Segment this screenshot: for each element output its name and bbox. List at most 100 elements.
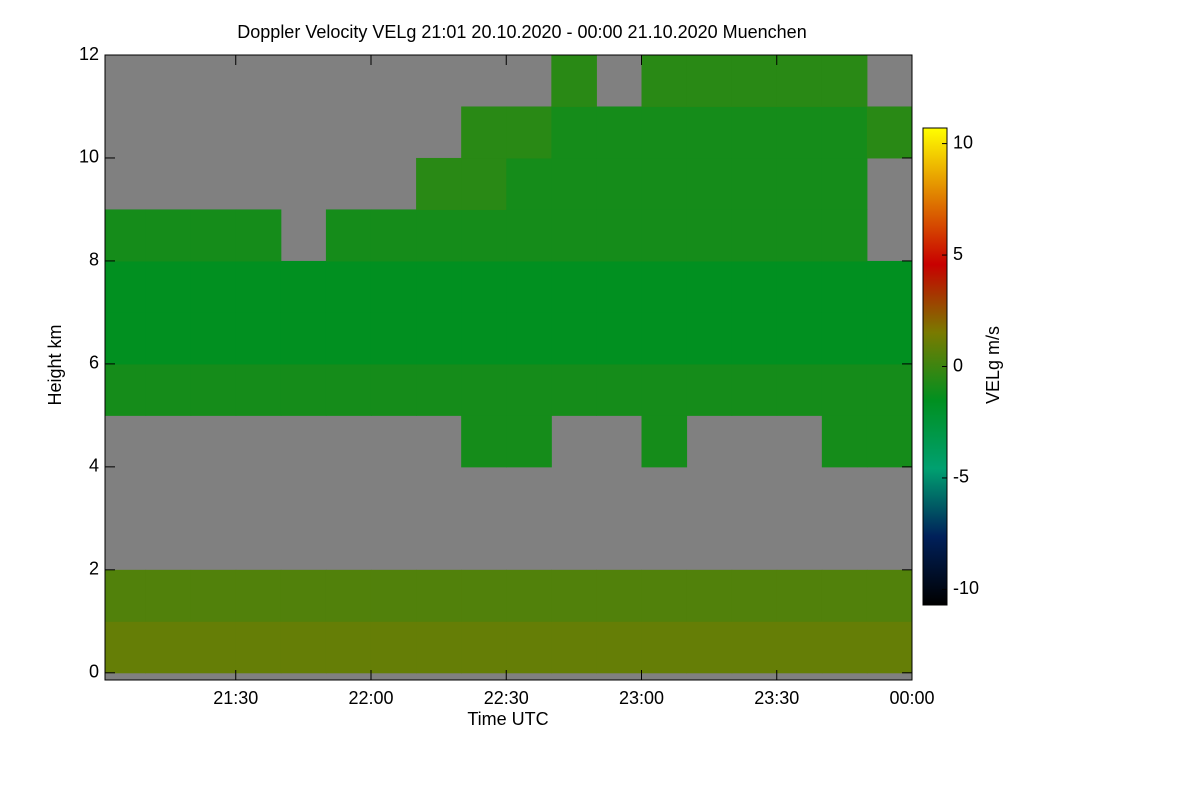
y-axis-label: Height km	[45, 324, 65, 405]
heatmap-cell	[686, 209, 733, 262]
heatmap-cell	[461, 569, 507, 622]
heatmap-cell	[461, 157, 507, 210]
heatmap-cell	[506, 106, 552, 159]
y-tick-label: 12	[79, 44, 99, 64]
heatmap-cell	[370, 312, 417, 365]
heatmap-cell	[370, 363, 417, 416]
heatmap-cell	[461, 363, 507, 416]
heatmap-cell	[776, 260, 823, 313]
heatmap-cell	[280, 312, 327, 365]
heatmap-cell	[370, 260, 417, 313]
heatmap-cell	[105, 312, 147, 365]
heatmap-cell	[641, 312, 688, 365]
heatmap-cell	[190, 312, 237, 365]
heatmap-cell	[641, 157, 688, 210]
heatmap-cell	[686, 569, 733, 622]
colorbar-tick-label: -10	[953, 578, 979, 598]
heatmap-cell	[596, 157, 642, 210]
heatmap-cell	[866, 363, 913, 416]
x-tick-label: 22:30	[484, 688, 529, 708]
y-tick-label: 8	[89, 250, 99, 270]
heatmap-cell	[776, 363, 823, 416]
heatmap-cell	[731, 569, 778, 622]
x-tick-label: 23:00	[619, 688, 664, 708]
heatmap-cell	[551, 209, 597, 262]
heatmap-cell	[190, 569, 237, 622]
heatmap-cell	[551, 569, 597, 622]
y-tick-label: 0	[89, 662, 99, 682]
heatmap-cell	[776, 55, 823, 107]
heatmap-cell	[551, 106, 597, 159]
heatmap-cell	[596, 106, 642, 159]
colorbar-label: VELg m/s	[983, 326, 1003, 404]
heatmap-cell	[821, 209, 868, 262]
heatmap-cell	[105, 621, 147, 674]
y-tick-label: 4	[89, 456, 99, 476]
heatmap-cell	[686, 106, 733, 159]
heatmap-cell	[416, 621, 462, 674]
heatmap-cell	[235, 621, 282, 674]
x-tick-label: 22:00	[348, 688, 393, 708]
heatmap-cell	[821, 106, 868, 159]
heatmap-cell	[506, 312, 552, 365]
heatmap-cell	[821, 569, 868, 622]
heatmap-cell	[776, 569, 823, 622]
heatmap-cell	[641, 363, 688, 416]
heatmap-cell	[731, 621, 778, 674]
chart-title: Doppler Velocity VELg 21:01 20.10.2020 -…	[237, 22, 806, 42]
heatmap-cell	[461, 209, 507, 262]
heatmap-cell	[731, 260, 778, 313]
heatmap-cell	[596, 260, 642, 313]
heatmap-cell	[641, 569, 688, 622]
heatmap-cell	[641, 209, 688, 262]
heatmap-cell	[190, 209, 237, 262]
heatmap-cell	[235, 260, 282, 313]
heatmap-cell	[105, 569, 147, 622]
heatmap-cell	[235, 569, 282, 622]
heatmap-cell	[866, 621, 913, 674]
heatmap-cell	[866, 569, 913, 622]
heatmap-cell	[416, 260, 462, 313]
colorbar-tick-label: -5	[953, 467, 969, 487]
heatmap-cell	[145, 209, 192, 262]
heatmap-cell	[370, 209, 417, 262]
heatmap-cell	[105, 260, 147, 313]
heatmap-cell	[370, 569, 417, 622]
heatmap-cell	[325, 621, 372, 674]
heatmap-cell	[461, 621, 507, 674]
colorbar-tick-label: 5	[953, 244, 963, 264]
heatmap-cell	[105, 209, 147, 262]
heatmap-cell	[506, 157, 552, 210]
heatmap-cell	[686, 363, 733, 416]
heatmap-cell	[280, 363, 327, 416]
heatmap-cell	[866, 106, 913, 159]
heatmap-cell	[686, 55, 733, 107]
heatmap-cell	[235, 312, 282, 365]
heatmap-cell	[280, 621, 327, 674]
heatmap-cell	[506, 569, 552, 622]
heatmap-cell	[551, 157, 597, 210]
heatmap-cell	[866, 312, 913, 365]
heatmap-cell	[235, 209, 282, 262]
heatmap-cell	[325, 312, 372, 365]
heatmap-cell	[821, 260, 868, 313]
y-tick-label: 6	[89, 353, 99, 373]
heatmap-cell	[776, 106, 823, 159]
heatmap-cell	[731, 157, 778, 210]
y-tick-label: 10	[79, 147, 99, 167]
heatmap-cell	[506, 363, 552, 416]
heatmap-cell	[190, 363, 237, 416]
heatmap-cell	[686, 312, 733, 365]
heatmap-cell	[686, 260, 733, 313]
heatmap-cell	[821, 621, 868, 674]
heatmap-cell	[866, 415, 913, 468]
heatmap-cell	[280, 260, 327, 313]
heatmap-cell	[551, 260, 597, 313]
heatmap-cell	[506, 260, 552, 313]
x-axis-label: Time UTC	[467, 709, 548, 729]
heatmap-cell	[731, 209, 778, 262]
heatmap-cell	[776, 312, 823, 365]
heatmap-cell	[461, 312, 507, 365]
heatmap-cell	[731, 363, 778, 416]
